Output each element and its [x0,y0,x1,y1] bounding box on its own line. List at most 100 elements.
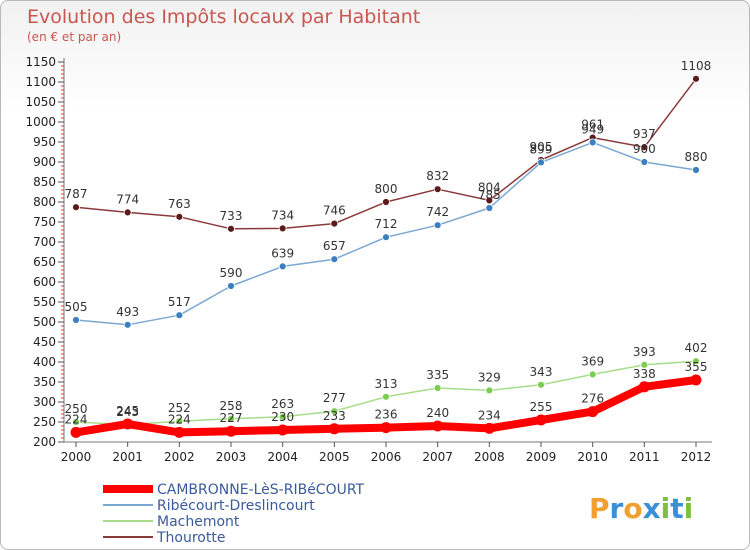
data-point [382,233,390,242]
data-point [485,386,494,395]
data-point [640,158,649,166]
data-point [382,198,390,206]
data-point [640,143,649,152]
data-point [483,422,495,434]
data-label: 227 [220,411,243,425]
y-tick-label: 900 [33,155,56,169]
chart-title: Evolution des Impôts locaux par Habitant [27,6,420,28]
data-point [638,381,650,393]
data-label: 245 [116,404,139,418]
data-label: 343 [530,365,553,379]
x-tick-label: 2005 [319,450,350,464]
data-point [72,316,80,324]
data-point [380,422,392,434]
data-point [227,224,235,233]
legend-label: Machemont [157,514,240,530]
y-tick-label: 350 [33,375,56,389]
data-point [175,311,184,320]
y-tick-label: 1150 [25,55,56,69]
data-label: 252 [168,401,191,415]
data-label: 224 [65,412,88,426]
data-label: 961 [581,118,604,132]
x-tick-label: 2011 [629,450,660,464]
data-label: 263 [271,397,294,411]
y-tick-label: 1050 [25,95,56,109]
y-tick-label: 300 [33,395,56,409]
logo-letter: t [670,492,683,525]
data-label: 234 [478,408,501,422]
x-tick-label: 2003 [216,450,247,464]
data-point [72,418,80,426]
data-point [123,208,132,217]
data-label: 255 [530,400,553,414]
data-label: 804 [478,180,501,194]
data-label: 905 [530,140,553,154]
data-label: 517 [168,295,191,309]
data-point [432,420,444,432]
proxiti-logo: Proxiti [589,492,693,525]
y-tick-label: 750 [33,215,56,229]
x-tick-label: 2006 [371,450,402,464]
data-label: 733 [220,209,243,223]
data-point [485,204,494,212]
data-label: 230 [271,410,294,424]
data-label: 335 [426,368,449,382]
data-point [382,392,390,401]
data-label: 277 [323,391,346,405]
data-label: 258 [220,399,243,413]
axes: 200 250 300 350 400 450 500 550 600 650 700 750 800 8… [25,55,712,464]
data-label: 1108 [681,59,712,73]
data-point [640,360,649,369]
data-point [175,212,184,221]
x-tick-label: 2007 [422,450,453,464]
logo-letter: i [684,492,694,525]
data-label: 763 [168,197,191,211]
data-label: 590 [220,266,243,280]
data-label: 233 [323,409,346,423]
data-point [328,423,340,435]
data-point [70,426,82,438]
data-label: 880 [685,150,708,164]
data-label: 402 [685,341,708,355]
data-label: 236 [375,408,398,422]
data-point [330,219,339,228]
data-label: 832 [426,169,449,183]
data-label: 639 [271,246,294,260]
x-tick-label: 2001 [112,450,143,464]
data-point [535,414,547,426]
legend: CAMBRONNE-LèS-RIBéCOURTRibécourt-Dreslin… [103,482,365,546]
x-tick-label: 2012 [681,450,712,464]
data-label: 243 [116,405,139,419]
series-lines [70,74,702,438]
y-tick-label: 800 [33,195,56,209]
logo-letter: o [623,492,642,525]
data-label: 787 [65,187,88,201]
data-label: 369 [581,354,604,368]
data-point [227,414,235,423]
data-label: 899 [530,142,553,156]
x-tick-label: 2004 [267,450,298,464]
y-tick-label: 950 [33,135,56,149]
y-tick-label: 250 [33,415,56,429]
x-tick-label: 2008 [474,450,505,464]
data-point [692,357,700,366]
y-tick-label: 500 [33,315,56,329]
data-label: 937 [633,127,656,141]
y-tick-label: 600 [33,275,56,289]
x-tick-label: 2010 [577,450,608,464]
logo-letter: P [589,492,610,525]
y-tick-label: 1000 [25,115,56,129]
data-label: 313 [375,377,398,391]
y-tick-label: 850 [33,175,56,189]
data-label: 900 [633,142,656,156]
data-point [122,418,134,430]
y-tick-label: 450 [33,335,56,349]
data-point [72,203,80,212]
x-tick-label: 2000 [61,450,92,464]
data-point [587,406,599,418]
data-label: 355 [685,360,708,374]
y-tick-label: 1100 [25,75,56,89]
data-label: 742 [426,205,449,219]
data-point [537,380,545,389]
